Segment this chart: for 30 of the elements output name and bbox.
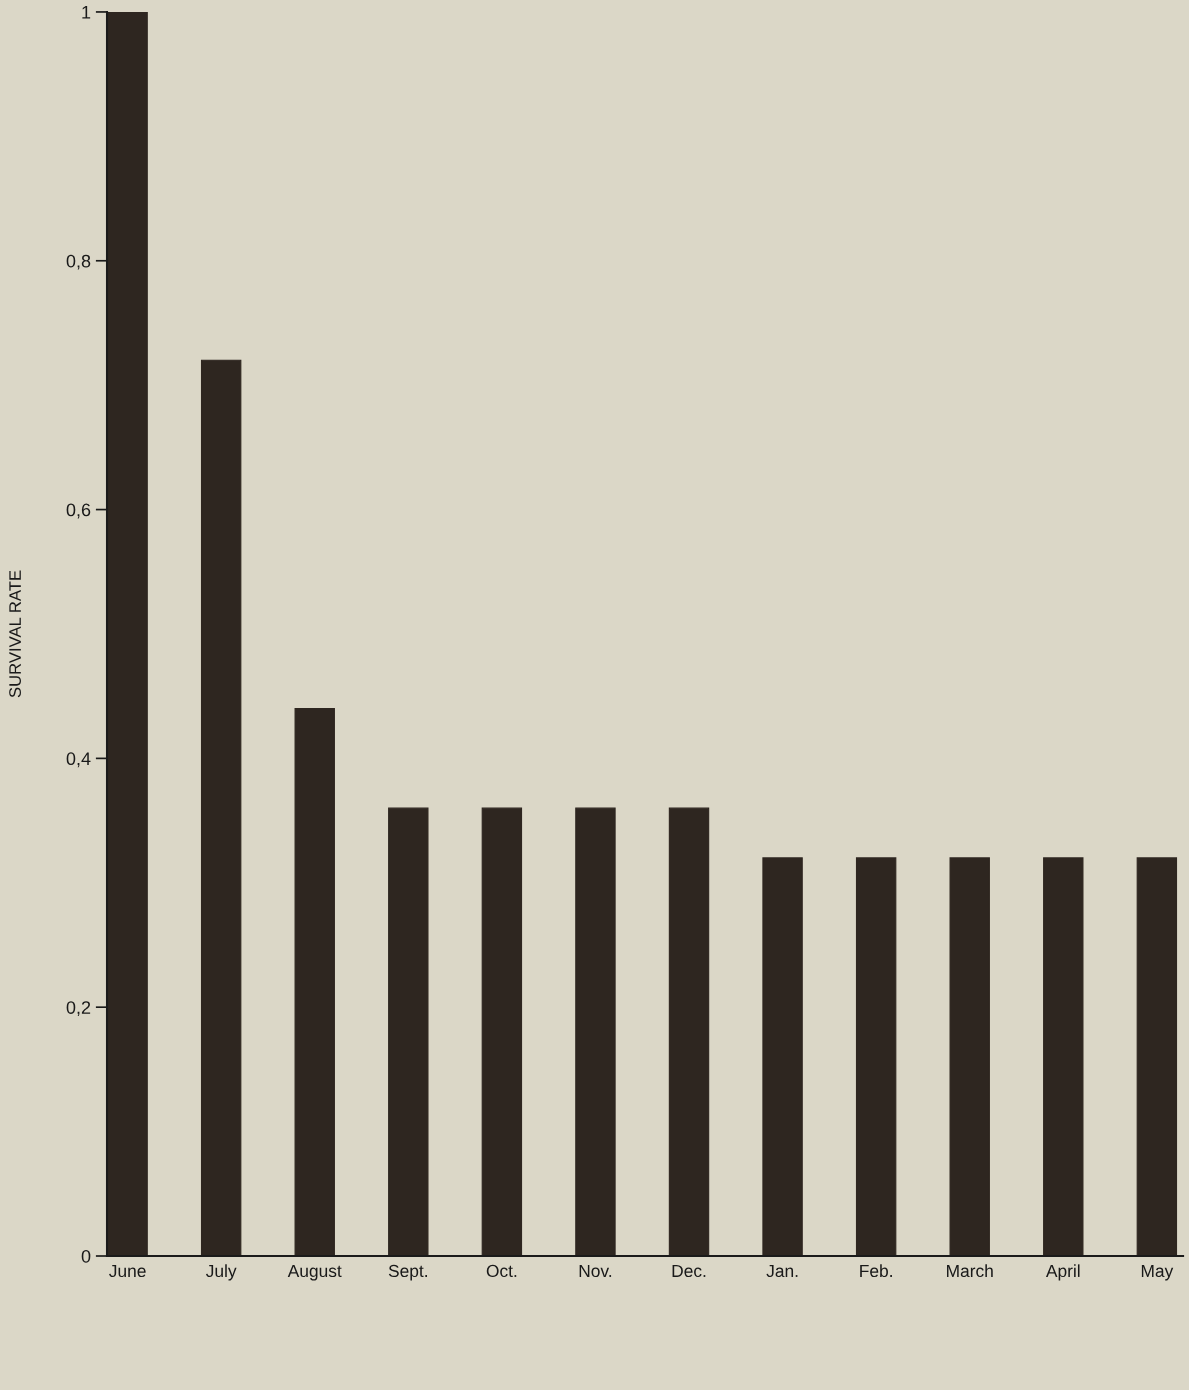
x-tick-label: Jan. [766, 1264, 798, 1278]
x-tick-label: Dec. [672, 1264, 706, 1278]
x-tick-label: Sept. [388, 1264, 427, 1281]
y-tick-label: 0,8 [66, 254, 91, 270]
bar [668, 807, 710, 1256]
x-tick-label: Oct. [486, 1264, 517, 1278]
y-tick-label: 1 [82, 6, 91, 19]
bar [762, 857, 803, 1256]
bar [949, 857, 990, 1256]
bar [200, 359, 242, 1256]
y-tick-label: 0,2 [66, 1001, 91, 1017]
bar [294, 708, 335, 1256]
bar [1043, 857, 1084, 1256]
x-tick-label: July [206, 1264, 237, 1281]
x-tick-label: March [947, 1264, 993, 1278]
x-tick-label: August [287, 1264, 342, 1281]
bar [575, 807, 616, 1256]
x-tick-label: May [1141, 1264, 1174, 1281]
bar [481, 807, 523, 1256]
bar [1136, 857, 1178, 1256]
y-tick-label: 0,6 [66, 503, 91, 519]
x-tick-label: Feb. [860, 1264, 892, 1278]
bar [855, 857, 897, 1256]
x-tick-label: June [109, 1264, 146, 1278]
x-tick-label: Nov. [579, 1264, 612, 1278]
y-axis-title: SURVIVAL RATE [9, 570, 21, 698]
y-tick-label: 0,4 [66, 752, 91, 768]
bar [388, 807, 429, 1256]
x-tick-label: April [1045, 1264, 1080, 1281]
y-tick-label: 0 [81, 1249, 91, 1263]
